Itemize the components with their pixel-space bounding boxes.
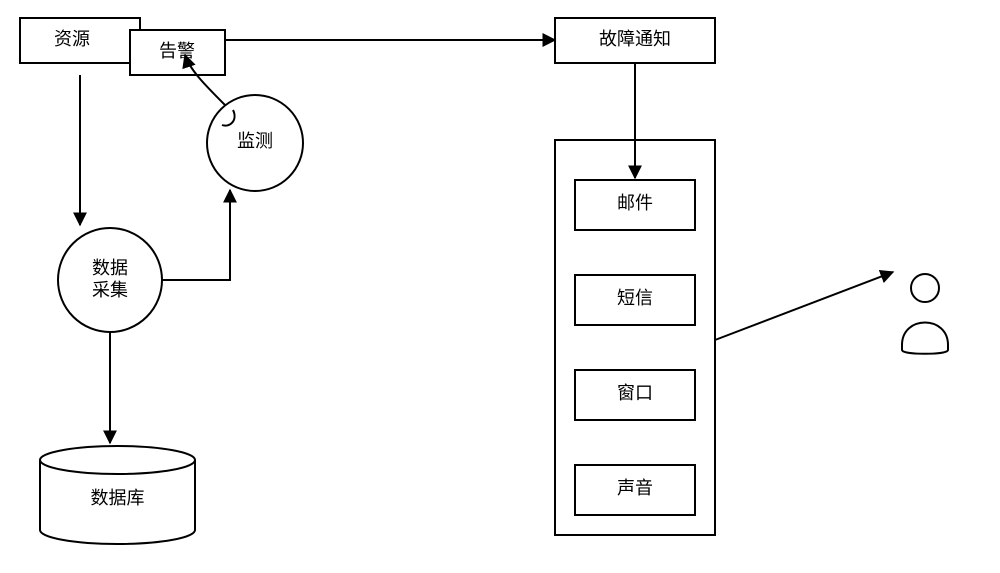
email-label: 邮件 [617,193,653,213]
node-window: 窗口 [575,370,695,420]
node-fault: 故障通知 [555,18,715,63]
monitor-label: 监测 [237,131,273,151]
sms-label: 短信 [617,288,653,308]
edge-channels-to-user [715,272,893,340]
fault-label: 故障通知 [599,29,671,49]
node-database: 数据库 [40,446,195,544]
db-top [40,446,195,474]
user-icon [902,274,948,354]
alarm-label: 告警 [159,41,195,61]
edge-collect-to-monitor [162,190,230,280]
collect-label-line1: 数据 [92,258,128,278]
node-resource: 资源 [20,18,140,63]
node-alarm: 告警 [130,30,225,75]
node-sound: 声音 [575,465,695,515]
node-sms: 短信 [575,275,695,325]
database-label: 数据库 [91,488,145,508]
resource-label: 资源 [54,29,90,49]
node-email: 邮件 [575,180,695,230]
node-monitor: 监测 [207,95,303,191]
collect-label-line2: 采集 [92,280,128,300]
window-label: 窗口 [617,383,653,403]
node-collect: 数据 采集 [58,228,162,332]
sound-label: 声音 [617,478,653,498]
